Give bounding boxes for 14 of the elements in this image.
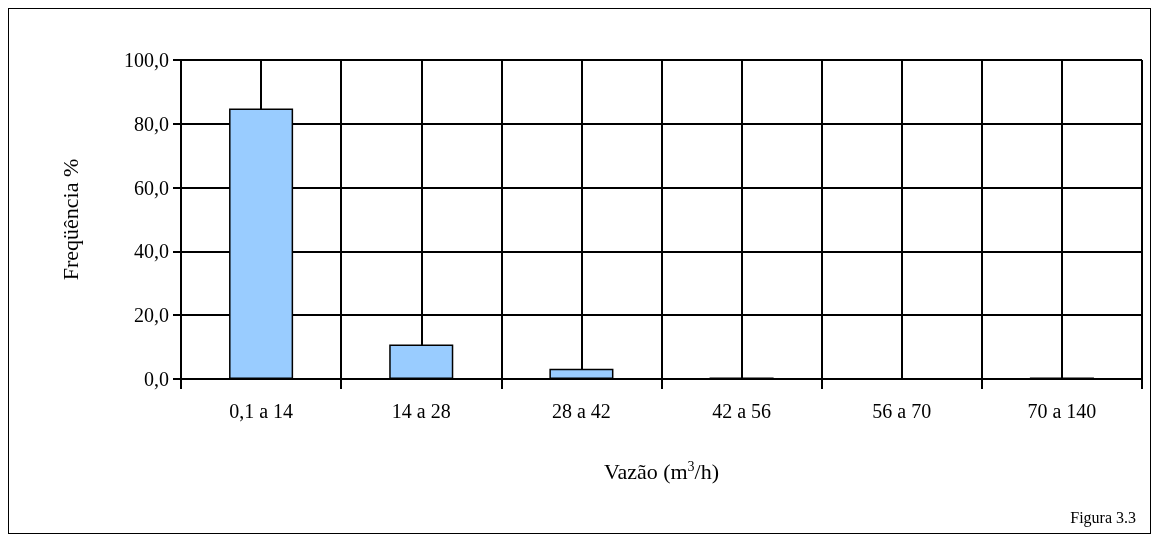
y-tick-label: 80,0	[134, 112, 169, 135]
y-tick-label: 40,0	[134, 240, 169, 263]
x-tick-label: 70 a 140	[1027, 400, 1097, 422]
x-tick-label: 0,1 a 14	[229, 400, 294, 422]
y-axis-title: Freqüência %	[57, 158, 83, 281]
x-tick-label: 56 a 70	[872, 400, 932, 422]
x-tick-label: 28 a 42	[551, 400, 611, 422]
x-tick-label: 42 a 56	[712, 400, 772, 422]
text: Figura 3.3	[1070, 508, 1137, 527]
y-tick-label: 0,0	[144, 368, 169, 390]
y-tick-label: 60,0	[134, 176, 169, 199]
x-tick-label: 14 a 28	[391, 400, 451, 422]
y-tick-label: 100,0	[124, 49, 169, 71]
y-tick-label: 20,0	[134, 304, 169, 327]
